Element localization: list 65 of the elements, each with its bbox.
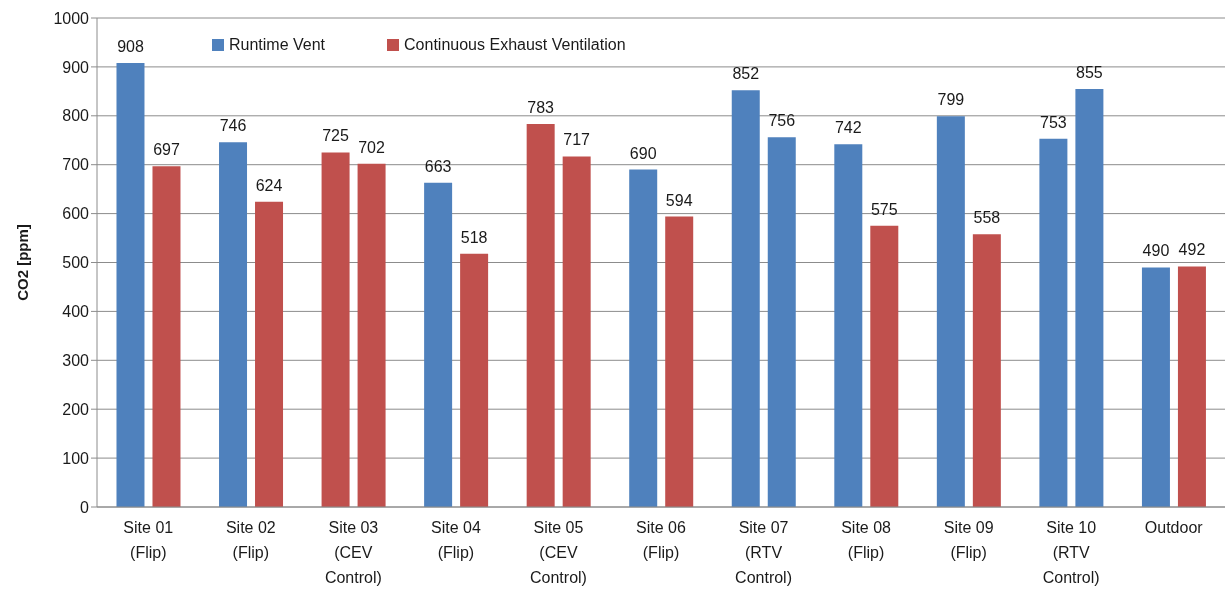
data-label: 725 — [322, 127, 350, 145]
y-tick-label: 200 — [62, 400, 90, 418]
x-tick-label: Site 08 (Flip) — [841, 519, 892, 561]
data-label: 742 — [834, 119, 862, 137]
x-tick-label: Site 10 (RTV Control) — [1042, 519, 1100, 586]
bar — [562, 156, 591, 507]
data-label: 717 — [563, 131, 591, 149]
bar — [1177, 266, 1206, 507]
bar — [460, 253, 489, 507]
y-tick-label: 600 — [62, 205, 90, 223]
x-tick-label: Outdoor — [1144, 519, 1204, 536]
bar — [665, 216, 694, 507]
bar — [116, 62, 145, 507]
x-tick-label: Site 01 (Flip) — [123, 519, 174, 561]
data-label: 575 — [870, 200, 898, 218]
y-tick-label: 500 — [62, 254, 90, 272]
data-label: 690 — [629, 144, 657, 162]
x-tick-label: Site 07 (RTV Control) — [735, 519, 792, 586]
data-label: 855 — [1076, 63, 1103, 81]
data-label: 490 — [1142, 242, 1170, 260]
data-label: 746 — [219, 117, 247, 135]
data-label: 908 — [117, 37, 144, 55]
data-label: 594 — [665, 191, 693, 209]
data-label: 518 — [460, 228, 488, 246]
y-tick-label: 0 — [80, 498, 90, 516]
legend-label: Continuous Exhaust Ventilation — [404, 36, 626, 54]
bar — [219, 142, 248, 507]
x-tick-label: Site 04 (Flip) — [431, 519, 481, 561]
y-tick-label: 900 — [62, 58, 90, 76]
data-label: 624 — [255, 176, 283, 194]
y-tick-label: 400 — [62, 303, 90, 321]
data-label: 799 — [937, 91, 965, 109]
data-label: 753 — [1040, 113, 1067, 131]
data-label: 663 — [424, 157, 452, 175]
data-label: 702 — [358, 138, 386, 156]
bar — [1039, 138, 1068, 507]
bar — [629, 169, 658, 507]
bar — [255, 201, 284, 507]
x-tick-label: Site 02 (Flip) — [225, 519, 276, 561]
bar — [424, 182, 453, 507]
y-tick-label: 1000 — [53, 9, 90, 27]
x-tick-label: Site 06 (Flip) — [636, 519, 687, 561]
data-label: 697 — [153, 141, 180, 159]
bar — [731, 90, 760, 507]
bar — [936, 116, 965, 507]
y-tick-label: 800 — [62, 107, 90, 125]
data-label: 558 — [973, 209, 1001, 227]
data-label: 783 — [527, 99, 555, 117]
data-label: 492 — [1178, 241, 1206, 259]
data-label: 756 — [768, 112, 796, 130]
bar — [870, 225, 899, 507]
y-tick-label: 100 — [62, 449, 90, 467]
x-tick-label: Site 03 (CEV Control) — [324, 519, 382, 586]
y-axis-title: CO2 [ppm] — [13, 224, 31, 301]
data-label: 852 — [732, 65, 760, 83]
bar — [1141, 267, 1170, 507]
legend-label: Runtime Vent — [229, 36, 326, 54]
bar — [357, 163, 386, 507]
bar — [972, 234, 1001, 507]
x-tick-label: Site 09 (Flip) — [943, 519, 994, 561]
y-tick-label: 700 — [62, 156, 90, 174]
bar — [834, 144, 863, 507]
x-tick-label: Site 05 (CEV Control) — [530, 519, 587, 586]
bar — [152, 166, 181, 507]
y-tick-label: 300 — [62, 351, 90, 369]
